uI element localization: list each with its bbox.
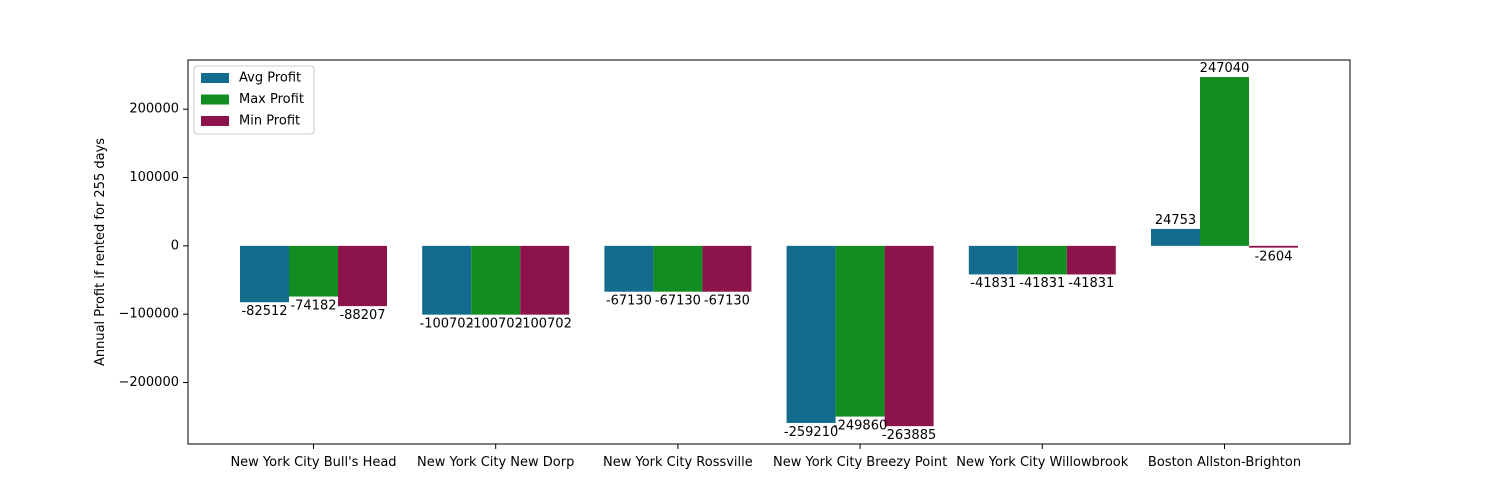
y-axis: −200000 −100000 0 100000 200000 [118, 102, 188, 390]
x-tick-label-5: Boston Allston-Brighton [1148, 455, 1301, 470]
value-label-max-profit-3: -249860 [833, 418, 887, 433]
value-label-max-profit-4: -41831 [1019, 276, 1065, 291]
bar-max-profit-5 [1200, 77, 1249, 246]
value-label-max-profit-5: 247040 [1200, 61, 1250, 76]
y-tick-label-4: 200000 [129, 102, 179, 117]
x-tick-label-4: New York City Willowbrook [956, 455, 1128, 470]
x-tick-label-0: New York City Bull's Head [230, 455, 396, 470]
value-label-min-profit-2: -67130 [704, 294, 750, 309]
bar-min-profit-5 [1249, 245, 1298, 248]
value-label-avg-profit-1: -100702 [420, 316, 474, 331]
value-label-min-profit-3: -263885 [882, 428, 936, 443]
y-axis-label: Annual Profit if rented for 255 days [93, 138, 108, 366]
x-tick-label-2: New York City Rossville [603, 455, 753, 470]
value-label-max-profit-2: -67130 [655, 294, 701, 309]
y-tick-label-0: −200000 [118, 375, 179, 390]
value-label-avg-profit-3: -259210 [784, 425, 838, 440]
value-label-avg-profit-4: -41831 [970, 276, 1016, 291]
bar-min-profit-3 [884, 245, 934, 427]
legend: Avg Profit Max Profit Min Profit [193, 65, 315, 135]
value-labels-group: -82512 -100702 -67130 -259210 -41831 24753 -74… [241, 61, 1292, 443]
bar-max-profit-1 [471, 245, 521, 315]
bar-min-profit-0 [338, 245, 387, 307]
value-label-min-profit-1: -100702 [518, 316, 572, 331]
bar-min-profit-4 [1066, 245, 1116, 275]
bar-max-profit-3 [835, 245, 885, 417]
x-tick-label-1: New York City New Dorp [417, 455, 574, 470]
bar-max-profit-2 [653, 245, 703, 292]
bar-min-profit-2 [702, 245, 752, 292]
value-label-min-profit-0: -88207 [339, 308, 385, 323]
legend-swatch-avg-profit [201, 73, 229, 83]
bar-min-profit-1 [520, 245, 570, 315]
x-tick-label-3: New York City Breezy Point [773, 455, 947, 470]
y-tick-label-2: 0 [171, 238, 179, 253]
y-tick-label-1: −100000 [118, 307, 179, 322]
bar-avg-profit-3 [786, 245, 836, 423]
legend-swatch-min-profit [201, 116, 229, 126]
value-label-avg-profit-0: -82512 [241, 304, 287, 319]
bar-avg-profit-4 [968, 245, 1018, 275]
bar-max-profit-0 [289, 245, 338, 297]
legend-label-avg-profit: Avg Profit [239, 71, 301, 86]
bar-avg-profit-1 [422, 245, 472, 315]
value-label-max-profit-1: -100702 [469, 316, 523, 331]
y-tick-label-3: 100000 [129, 170, 179, 185]
plot-frame [187, 59, 1351, 445]
value-label-avg-profit-2: -67130 [606, 294, 652, 309]
bar-max-profit-4 [1017, 245, 1067, 275]
x-axis: New York City Bull's Head New York City N… [230, 444, 1301, 470]
legend-label-max-profit: Max Profit [239, 92, 304, 107]
bars-group [240, 77, 1298, 427]
bar-avg-profit-5 [1151, 228, 1200, 246]
bar-avg-profit-0 [240, 245, 289, 303]
value-label-avg-profit-5: 24753 [1155, 213, 1196, 228]
value-label-min-profit-4: -41831 [1068, 276, 1114, 291]
legend-label-min-profit: Min Profit [239, 114, 300, 129]
bar-avg-profit-2 [604, 245, 654, 292]
legend-swatch-max-profit [201, 94, 229, 105]
value-label-max-profit-0: -74182 [290, 298, 336, 313]
value-label-min-profit-5: -2604 [1255, 249, 1293, 264]
